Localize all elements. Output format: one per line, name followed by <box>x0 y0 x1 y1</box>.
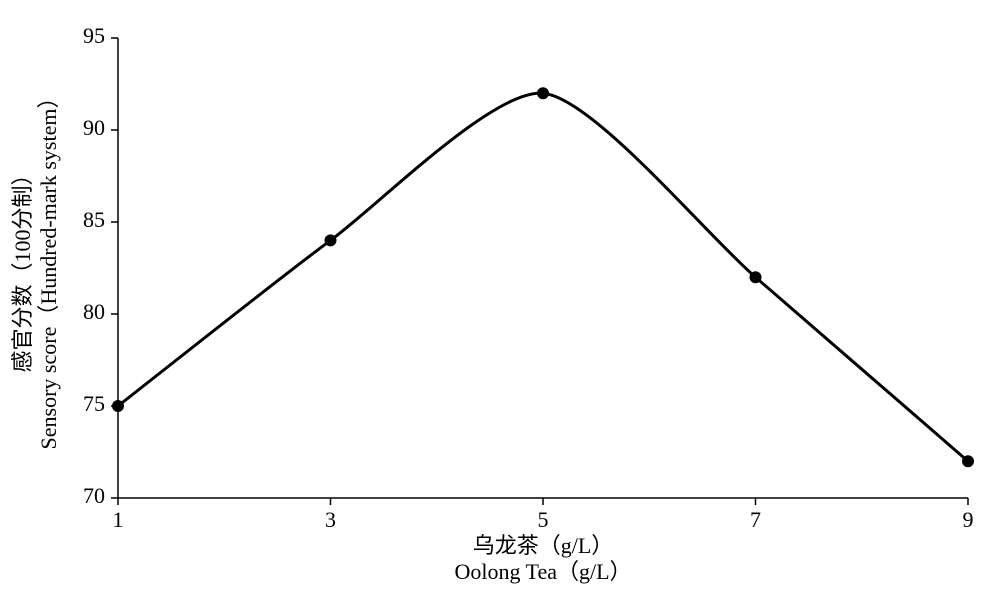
series-marker <box>750 271 762 283</box>
series-marker <box>112 400 124 412</box>
x-tick-label: 9 <box>963 507 974 532</box>
x-tick-label: 1 <box>113 507 124 532</box>
chart-svg: 70 75 80 85 90 95 1 3 5 7 9 乌龙茶（g/L）Oolong Tea（g/L）… <box>0 0 1000 601</box>
y-tick-label: 80 <box>83 299 105 324</box>
y-tick-label: 75 <box>83 391 105 416</box>
chart-container: 70 75 80 85 90 95 1 3 5 7 9 乌龙茶（g/L）Oolong Tea（g/L）… <box>0 0 1000 601</box>
y-tick-label: 85 <box>83 207 105 232</box>
series-marker <box>537 87 549 99</box>
series-marker <box>325 234 337 246</box>
x-tick-label: 7 <box>750 507 761 532</box>
y-tick-label: 90 <box>83 115 105 140</box>
x-tick-label: 3 <box>325 507 336 532</box>
y-axis-title-en: Sensory score（Hundred-mark system） <box>36 87 61 450</box>
series-marker <box>962 455 974 467</box>
x-tick-label: 5 <box>538 507 549 532</box>
y-axis-title-cn: 感官分数（100分制） <box>10 163 35 372</box>
x-axis-title-en: Oolong Tea（g/L） <box>454 559 631 584</box>
chart-background <box>0 0 1000 601</box>
x-axis-title-cn: 乌龙茶（g/L） <box>473 533 614 558</box>
y-tick-label: 70 <box>83 483 105 508</box>
y-tick-label: 95 <box>83 23 105 48</box>
